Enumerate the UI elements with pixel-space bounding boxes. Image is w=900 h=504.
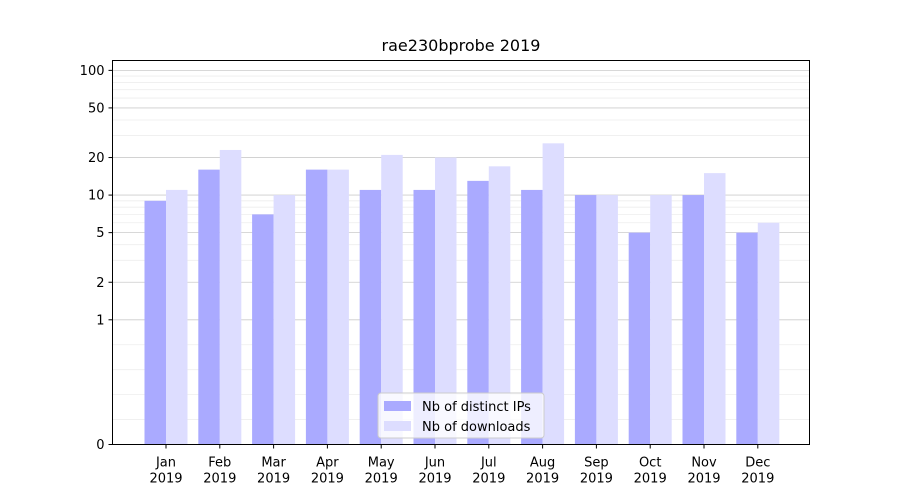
x-tick-label-month: Jan: [155, 456, 176, 471]
legend-swatch: [384, 401, 411, 411]
bar-ips-7: [521, 189, 543, 445]
x-tick-label-year: 2019: [311, 472, 344, 487]
y-tick-label: 50: [88, 101, 105, 116]
legend-swatch: [384, 421, 411, 431]
legend-label: Nb of downloads: [422, 420, 531, 435]
x-tick-label-month: Apr: [316, 456, 339, 471]
x-tick-label-year: 2019: [365, 472, 398, 487]
bar-ips-8: [574, 195, 597, 445]
bar-downloads-0: [166, 189, 188, 445]
y-tick-label: 0: [96, 438, 104, 453]
y-tick-label: 5: [96, 226, 104, 241]
x-tick-label-year: 2019: [526, 472, 559, 487]
bar-ips-10: [682, 195, 704, 445]
y-tick-label: 10: [88, 189, 105, 204]
x-tick-label-year: 2019: [741, 472, 774, 487]
legend-label: Nb of distinct IPs: [422, 400, 531, 415]
x-tick-label-year: 2019: [203, 472, 236, 487]
x-tick-label-year: 2019: [580, 472, 613, 487]
x-tick-label-year: 2019: [149, 472, 182, 487]
y-tick-label: 20: [88, 151, 105, 166]
bar-ips-3: [305, 169, 328, 445]
y-tick-label: 1: [96, 313, 104, 328]
bars: [144, 143, 780, 445]
bar-downloads-11: [757, 222, 780, 445]
bar-ips-1: [198, 169, 220, 445]
bar-ips-0: [144, 200, 166, 445]
x-tick-label-month: Feb: [208, 456, 231, 471]
x-tick-label-month: Oct: [639, 456, 661, 471]
plot-frame: [112, 60, 810, 445]
bar-ips-6: [467, 180, 489, 445]
y-axis: 0 1 2 5 10 20 50 100: [80, 64, 113, 453]
bar-ips-4: [359, 189, 382, 445]
bar-downloads-4: [381, 154, 403, 445]
bar-downloads-1: [219, 149, 242, 445]
x-tick-label-month: May: [368, 456, 395, 471]
bar-ips-2: [252, 214, 274, 445]
x-axis: Jan2019Feb2019Mar2019Apr2019May2019Jun20…: [149, 444, 774, 487]
bar-downloads-9: [650, 195, 672, 445]
x-tick-label-month: Sep: [584, 456, 609, 471]
x-tick-label-year: 2019: [257, 472, 290, 487]
x-tick-label-month: Jul: [480, 456, 497, 471]
x-tick-label-year: 2019: [418, 472, 451, 487]
x-tick-label-month: Dec: [745, 456, 770, 471]
bar-ips-9: [628, 232, 651, 445]
x-tick-label-month: Nov: [691, 456, 717, 471]
bar-downloads-8: [596, 195, 618, 445]
bar-ips-11: [736, 232, 758, 445]
bar-downloads-5: [435, 157, 457, 445]
chart-title: rae230bprobe 2019: [382, 36, 541, 55]
bar-downloads-3: [327, 169, 349, 445]
legend-box: [377, 392, 545, 439]
y-tick-label: 100: [80, 64, 105, 79]
x-tick-label-year: 2019: [687, 472, 720, 487]
bar-ips-5: [413, 189, 435, 445]
x-tick-label-month: Mar: [261, 456, 286, 471]
x-tick-label-year: 2019: [634, 472, 667, 487]
y-tick-label: 2: [96, 276, 104, 291]
x-tick-label-year: 2019: [472, 472, 505, 487]
x-tick-label-month: Jun: [424, 456, 445, 471]
legend: Nb of distinct IPs Nb of downloads: [377, 392, 545, 439]
bar-downloads-7: [542, 143, 565, 445]
bar-downloads-10: [704, 173, 726, 445]
bar-downloads-2: [273, 195, 296, 445]
bar-downloads-6: [488, 166, 511, 445]
x-tick-label-month: Aug: [530, 456, 555, 471]
